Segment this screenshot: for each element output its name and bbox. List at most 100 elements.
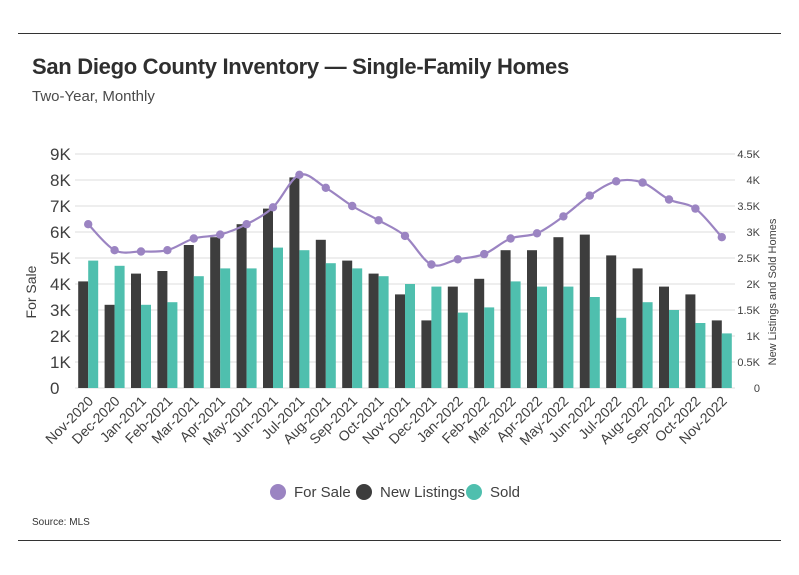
left-tick-label: 3K — [50, 301, 71, 320]
for-sale-point — [136, 247, 146, 256]
for-sale-point — [268, 203, 278, 212]
left-tick-label: 8K — [50, 171, 71, 190]
legend-marker — [356, 484, 372, 500]
bar-new-listings — [685, 294, 696, 388]
left-tick-label: 1K — [50, 353, 71, 372]
bar-new-listings — [183, 245, 194, 388]
bar-new-listings — [659, 286, 669, 388]
bar-new-listings — [395, 294, 405, 388]
chart-title: San Diego County Inventory — Single-Fami… — [32, 54, 569, 79]
source-note: Source: MLS — [32, 517, 90, 528]
for-sale-point — [242, 220, 251, 229]
bar-new-listings — [289, 177, 300, 388]
bar-new-listings — [500, 250, 511, 388]
left-axis-title: For Sale — [23, 265, 39, 318]
bar-sold — [589, 297, 600, 388]
left-tick-label: 0 — [50, 379, 59, 398]
bar-new-listings — [606, 255, 617, 388]
bar-sold — [167, 302, 178, 388]
bar-sold — [141, 304, 151, 388]
right-tick-label: 1K — [747, 331, 761, 343]
bar-new-listings — [157, 271, 168, 388]
bar-sold — [510, 281, 521, 388]
bar-sold — [695, 323, 706, 388]
right-tick-label: 4.5K — [737, 149, 760, 161]
right-tick-label: 3.5K — [737, 201, 760, 213]
bar-sold — [669, 310, 679, 388]
for-sale-point — [453, 255, 462, 264]
for-sale-point — [559, 212, 568, 221]
for-sale-point — [532, 229, 542, 238]
left-tick-label: 7K — [50, 197, 71, 216]
bar-new-listings — [210, 237, 221, 388]
top-rule — [18, 33, 781, 34]
bar-new-listings — [447, 286, 458, 388]
bar-new-listings — [527, 250, 537, 388]
bar-new-listings — [131, 273, 141, 388]
bar-sold — [273, 247, 283, 388]
for-sale-point — [374, 216, 383, 225]
bar-sold — [378, 276, 389, 388]
for-sale-point — [664, 195, 674, 204]
bar-sold — [352, 268, 363, 388]
right-axis-title: New Listings and Sold Homes — [767, 218, 779, 365]
bar-sold — [616, 317, 627, 388]
bar-sold — [563, 286, 574, 388]
legend-marker — [270, 484, 286, 500]
for-sale-point — [295, 170, 304, 179]
right-tick-label: 0 — [754, 383, 760, 395]
right-tick-label: 0.5K — [737, 357, 760, 369]
for-sale-point — [84, 220, 93, 229]
for-sale-point — [348, 201, 357, 211]
for-sale-point — [717, 233, 726, 242]
for-sale-point — [506, 234, 515, 243]
left-tick-label: 5K — [50, 249, 71, 268]
right-tick-label: 2K — [747, 279, 761, 291]
bar-sold — [88, 260, 99, 388]
right-tick-label: 2.5K — [737, 253, 760, 265]
bar-sold — [484, 307, 495, 388]
chart-subtitle: Two-Year, Monthly — [32, 88, 155, 105]
bar-sold — [114, 265, 125, 388]
legend-label: New Listings — [380, 484, 465, 501]
for-sale-line — [84, 170, 726, 269]
bar-new-listings — [104, 304, 115, 388]
bottom-rule — [18, 540, 781, 541]
for-sale-point — [691, 204, 700, 213]
bar-sold — [193, 276, 204, 388]
bar-sold — [246, 268, 257, 388]
bar-new-listings — [711, 320, 722, 388]
legend-label: Sold — [490, 484, 520, 501]
for-sale-line-path — [87, 173, 723, 267]
bar-new-listings — [78, 281, 89, 388]
bar-new-listings — [421, 320, 432, 388]
bar-new-listings — [263, 208, 273, 388]
bar-sold — [405, 284, 415, 388]
bar-new-listings — [553, 237, 564, 388]
for-sale-point — [480, 249, 489, 259]
right-tick-label: 4K — [747, 175, 761, 187]
legend: For Sale New Listings Sold — [270, 484, 520, 501]
bar-new-listings — [632, 268, 643, 388]
bars — [78, 177, 732, 388]
right-tick-label: 1.5K — [737, 305, 760, 317]
bar-sold — [642, 302, 653, 388]
bar-sold — [721, 333, 732, 388]
bar-new-listings — [579, 234, 590, 388]
legend-label: For Sale — [294, 484, 351, 501]
bar-sold — [299, 250, 310, 388]
bar-new-listings — [368, 273, 379, 388]
for-sale-point — [321, 183, 330, 192]
bar-new-listings — [474, 278, 485, 388]
bar-new-listings — [315, 239, 326, 388]
bar-sold — [457, 312, 468, 388]
left-tick-label: 2K — [50, 327, 71, 346]
bar-sold — [431, 286, 442, 388]
for-sale-point — [585, 191, 594, 200]
for-sale-point — [216, 230, 225, 239]
for-sale-point — [189, 234, 198, 243]
for-sale-point — [638, 178, 647, 187]
bar-sold — [220, 268, 231, 388]
for-sale-point — [400, 231, 410, 241]
